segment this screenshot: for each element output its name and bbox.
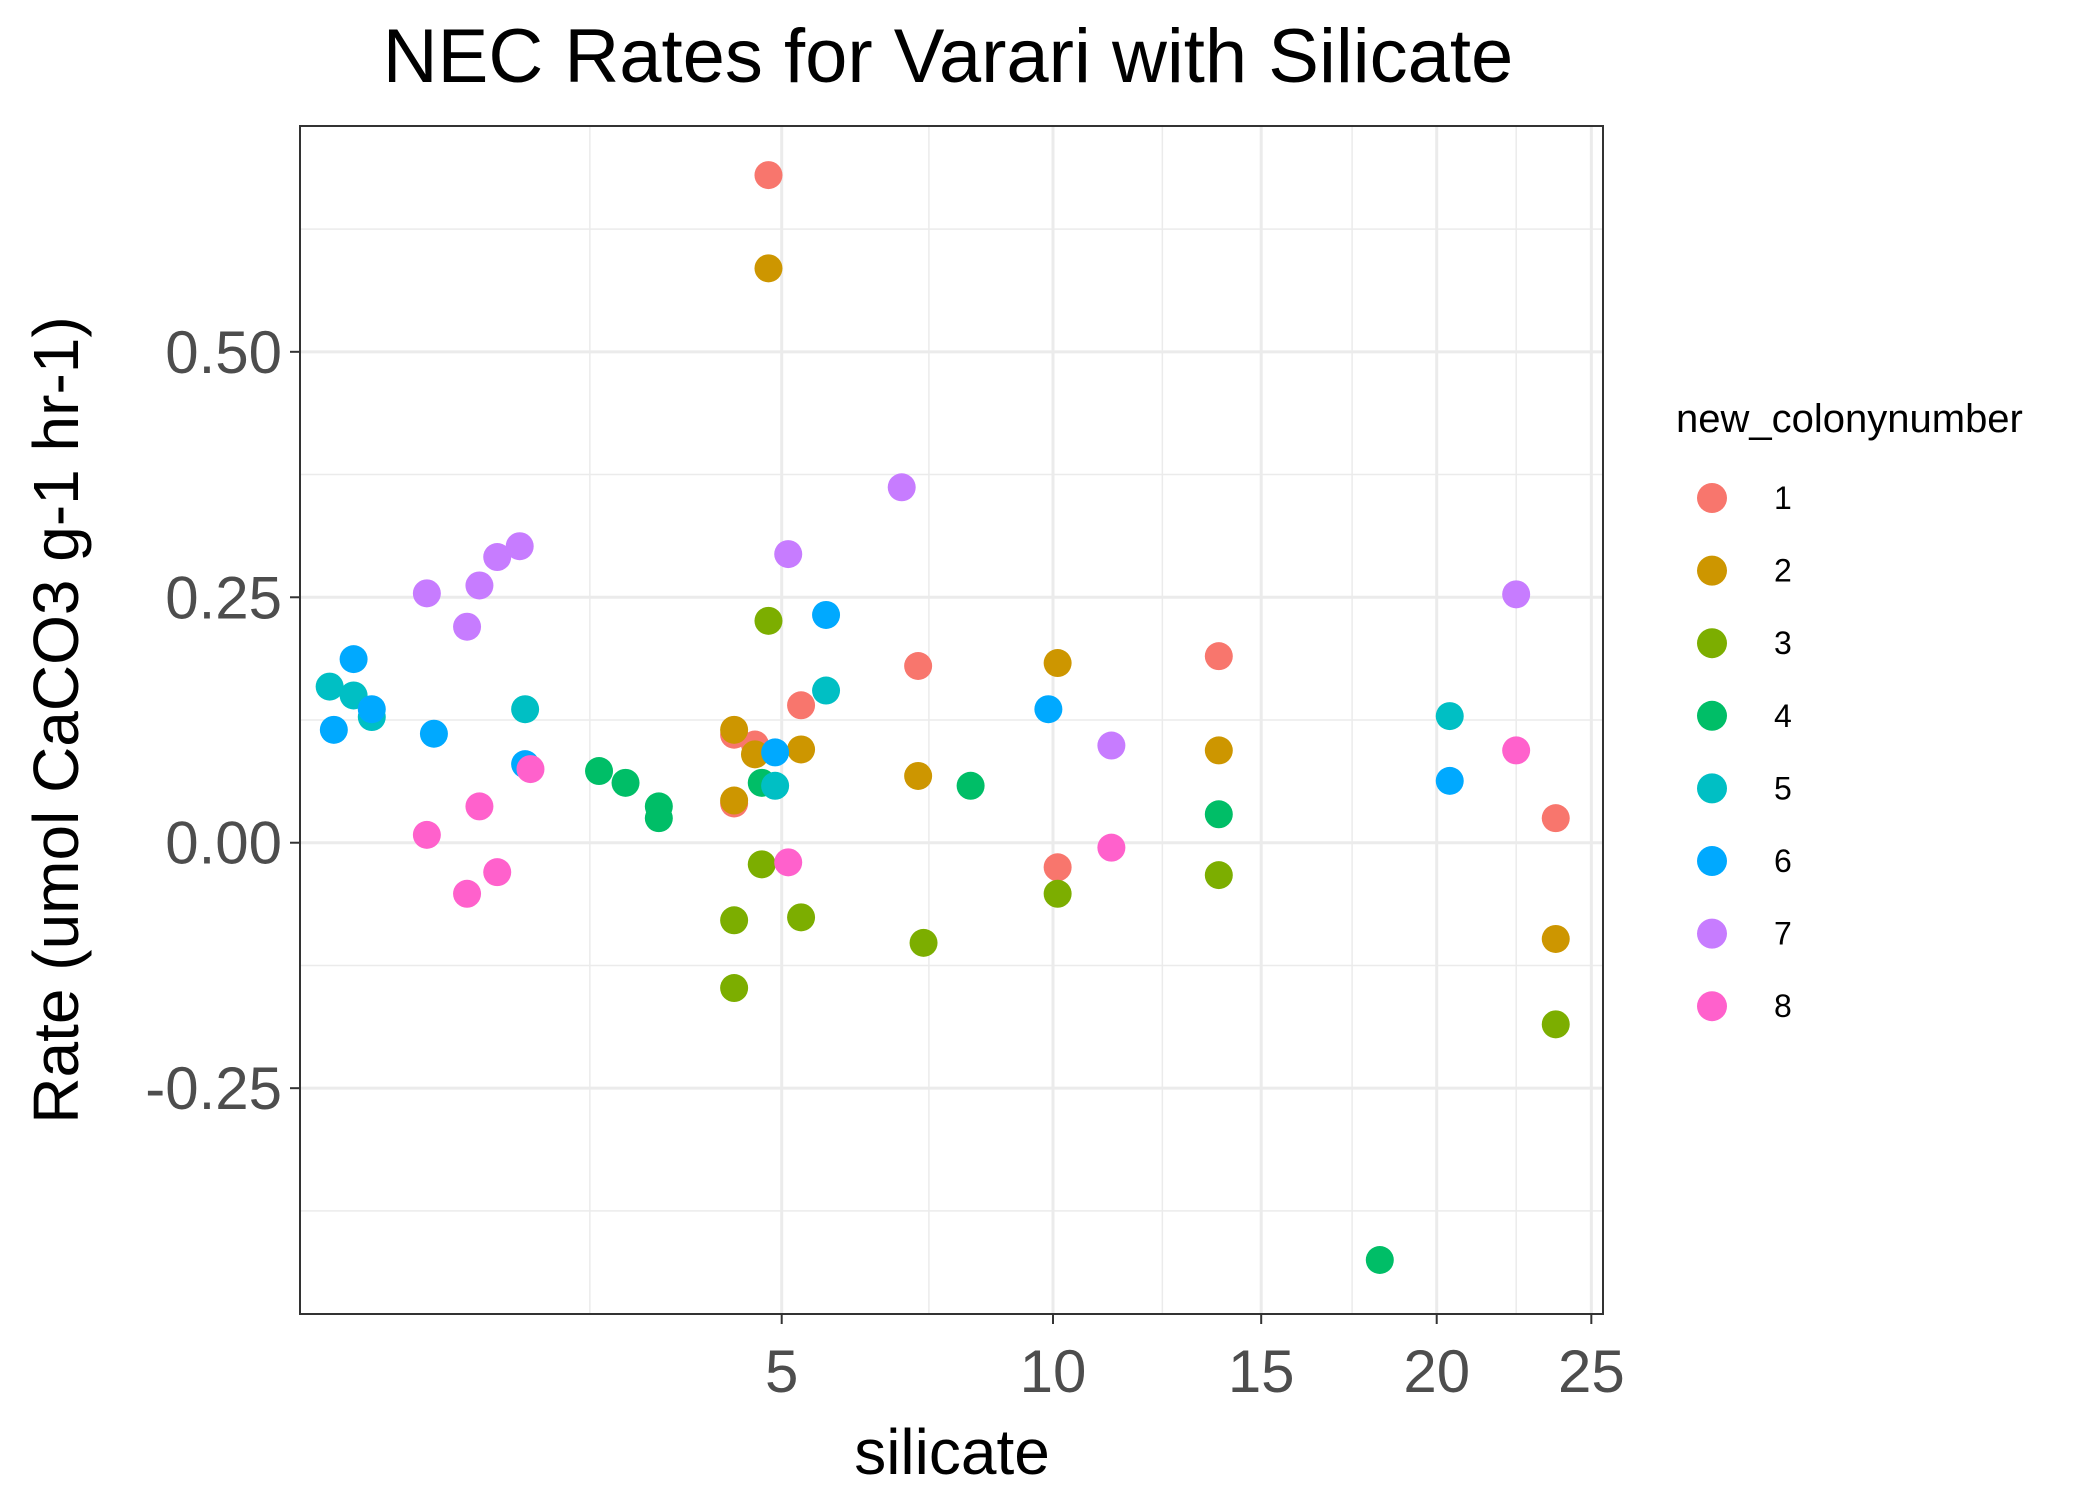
x-axis: 5 10 15 20 25 [765, 1314, 1625, 1405]
x-axis-title: silicate [854, 1416, 1050, 1488]
data-point-colony-1 [1204, 642, 1233, 671]
data-point-colony-7 [505, 532, 534, 561]
data-point-colony-6 [761, 738, 790, 767]
data-point-colony-1 [904, 652, 933, 680]
data-point-colony-5 [511, 695, 540, 724]
data-point-colony-8 [465, 792, 494, 821]
data-point-colony-7 [1097, 731, 1126, 760]
x-tick-label: 20 [1403, 1338, 1470, 1405]
data-point-colony-6 [357, 695, 386, 724]
data-point-colony-8 [412, 820, 441, 849]
legend-label: 3 [1774, 625, 1792, 661]
legend-key-1 [1697, 483, 1727, 513]
data-point-colony-8 [453, 879, 482, 908]
data-point-colony-3 [720, 906, 749, 935]
data-point-colony-5 [315, 672, 344, 701]
data-point-colony-1 [754, 161, 783, 190]
data-point-colony-1 [1043, 853, 1072, 882]
data-point-colony-8 [1097, 833, 1126, 862]
data-point-colony-8 [774, 848, 803, 877]
legend-key-5 [1697, 773, 1727, 804]
x-tick-label: 5 [765, 1338, 798, 1405]
data-point-colony-4 [611, 768, 640, 797]
legend-label: 5 [1774, 770, 1792, 806]
data-point-colony-7 [774, 540, 803, 569]
data-point-colony-6 [419, 719, 448, 748]
data-point-colony-6 [1435, 766, 1464, 795]
plot-panel-border [299, 125, 1604, 1315]
data-point-colony-5 [1435, 702, 1464, 731]
data-point-colony-5 [761, 771, 790, 800]
x-tick-label: 25 [1558, 1338, 1625, 1405]
legend-key-7 [1697, 918, 1727, 949]
data-point-colony-4 [644, 804, 673, 833]
data-point-colony-7 [483, 543, 512, 572]
data-point-colony-4 [1204, 800, 1233, 829]
legend: new_colonynumber 1 2 3 4 5 6 7 8 [1676, 397, 2023, 1024]
legend-label: 8 [1774, 988, 1792, 1024]
y-axis-title: Rate (umol CaCO3 g-1 hr-1) [20, 316, 92, 1123]
data-point-colony-3 [720, 974, 749, 1003]
y-tick-label: 0.25 [165, 564, 282, 631]
data-point-colony-2 [904, 761, 933, 790]
data-point-colony-4 [585, 757, 614, 786]
data-point-colony-8 [516, 755, 545, 784]
legend-title: new_colonynumber [1676, 397, 2023, 441]
data-point-colony-6 [339, 645, 368, 674]
legend-key-2 [1697, 555, 1727, 586]
data-point-colony-7 [453, 612, 482, 641]
data-point-colony-2 [720, 715, 749, 744]
data-point-colony-5 [812, 676, 841, 705]
data-point-colony-3 [1204, 861, 1233, 890]
data-point-colony-2 [740, 740, 769, 769]
legend-label: 4 [1774, 698, 1792, 734]
data-point-colony-4 [956, 771, 985, 800]
data-point-colony-7 [465, 571, 494, 600]
legend-key-4 [1697, 700, 1727, 731]
y-tick-label: 0.00 [165, 810, 282, 877]
x-tick-label: 10 [1020, 1338, 1087, 1405]
y-tick-label: 0.50 [165, 319, 282, 386]
legend-label: 2 [1774, 553, 1792, 589]
data-point-colony-2 [754, 254, 783, 283]
data-point-colony-6 [1034, 695, 1063, 724]
data-point-colony-7 [412, 579, 441, 608]
data-point-colony-3 [747, 850, 776, 879]
data-point-colony-3 [787, 903, 816, 932]
legend-key-8 [1697, 991, 1727, 1022]
x-tick-label: 15 [1228, 1338, 1295, 1405]
data-point-colony-8 [1502, 736, 1531, 765]
data-points [315, 161, 1570, 1274]
data-point-colony-2 [787, 735, 816, 764]
y-axis: -0.25 0.00 0.25 0.50 [145, 319, 300, 1122]
data-point-colony-3 [1541, 1010, 1570, 1039]
data-point-colony-4 [1365, 1246, 1394, 1274]
data-point-colony-3 [754, 606, 783, 635]
data-point-colony-3 [909, 928, 938, 957]
data-point-colony-1 [1541, 804, 1570, 833]
legend-key-6 [1697, 846, 1727, 876]
chart-title: NEC Rates for Varari with Silicate [383, 14, 1514, 99]
data-point-colony-6 [812, 600, 841, 629]
legend-key-3 [1697, 628, 1727, 659]
data-point-colony-7 [1502, 580, 1531, 609]
legend-label: 7 [1774, 916, 1792, 952]
data-point-colony-8 [483, 858, 512, 887]
legend-label: 6 [1774, 843, 1792, 879]
data-point-colony-2 [1043, 649, 1072, 678]
data-point-colony-7 [887, 473, 916, 502]
data-point-colony-2 [720, 786, 749, 815]
data-point-colony-6 [319, 715, 348, 744]
data-point-colony-2 [1204, 736, 1233, 765]
data-point-colony-3 [1043, 879, 1072, 908]
data-point-colony-1 [787, 691, 816, 720]
legend-label: 1 [1774, 480, 1792, 516]
y-tick-label: -0.25 [145, 1055, 282, 1122]
data-point-colony-2 [1541, 924, 1570, 953]
